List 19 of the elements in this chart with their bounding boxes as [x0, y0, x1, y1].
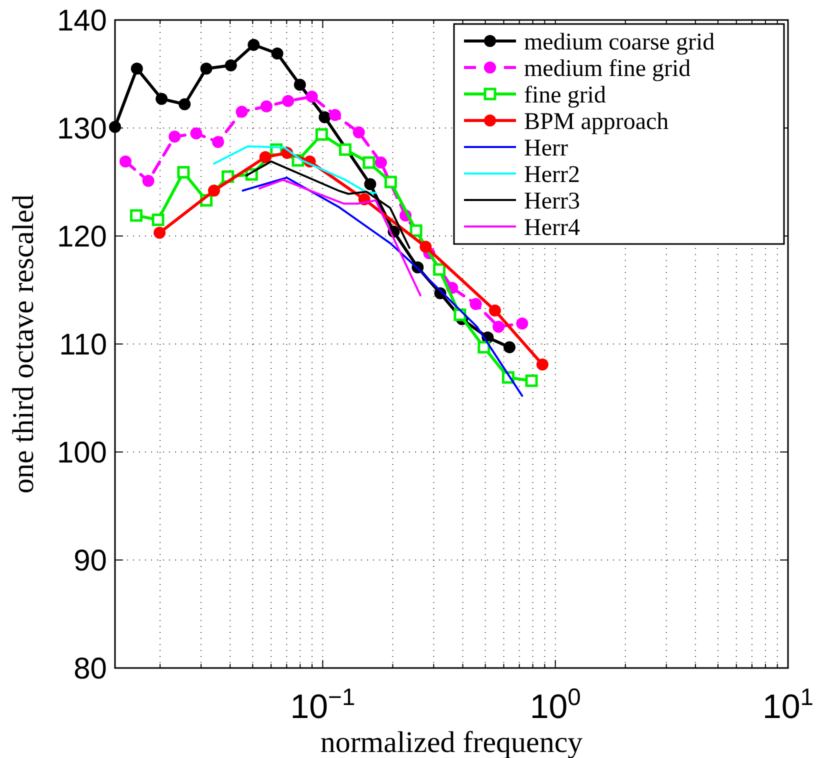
legend-label: medium fine grid — [524, 56, 691, 82]
legend-label: BPM approach — [524, 108, 669, 135]
legend-label: Herr4 — [524, 214, 580, 241]
y-axis-title: one third octave rescaled — [7, 194, 40, 494]
y-tick-label: 80 — [74, 652, 107, 686]
y-tick-label: 110 — [59, 328, 107, 362]
legend-label: Herr2 — [524, 162, 580, 188]
x-tick-label: 10$^{−1}$ — [290, 684, 356, 726]
y-tick-label: 130 — [56, 112, 107, 146]
y-tick-label: 120 — [56, 220, 107, 254]
y-tick-label: 90 — [74, 544, 107, 578]
x-tick-label: 10$^{0}$ — [530, 684, 581, 726]
legend-label: Herr — [524, 135, 568, 162]
legend-label: Herr3 — [524, 188, 580, 214]
legend-label: fine grid — [524, 82, 606, 108]
legend-label: medium coarse grid — [524, 29, 715, 56]
y-tick-label: 140 — [56, 4, 107, 38]
y-tick-label: 100 — [56, 436, 107, 470]
x-tick-label: 10$^{1}$ — [762, 684, 814, 726]
